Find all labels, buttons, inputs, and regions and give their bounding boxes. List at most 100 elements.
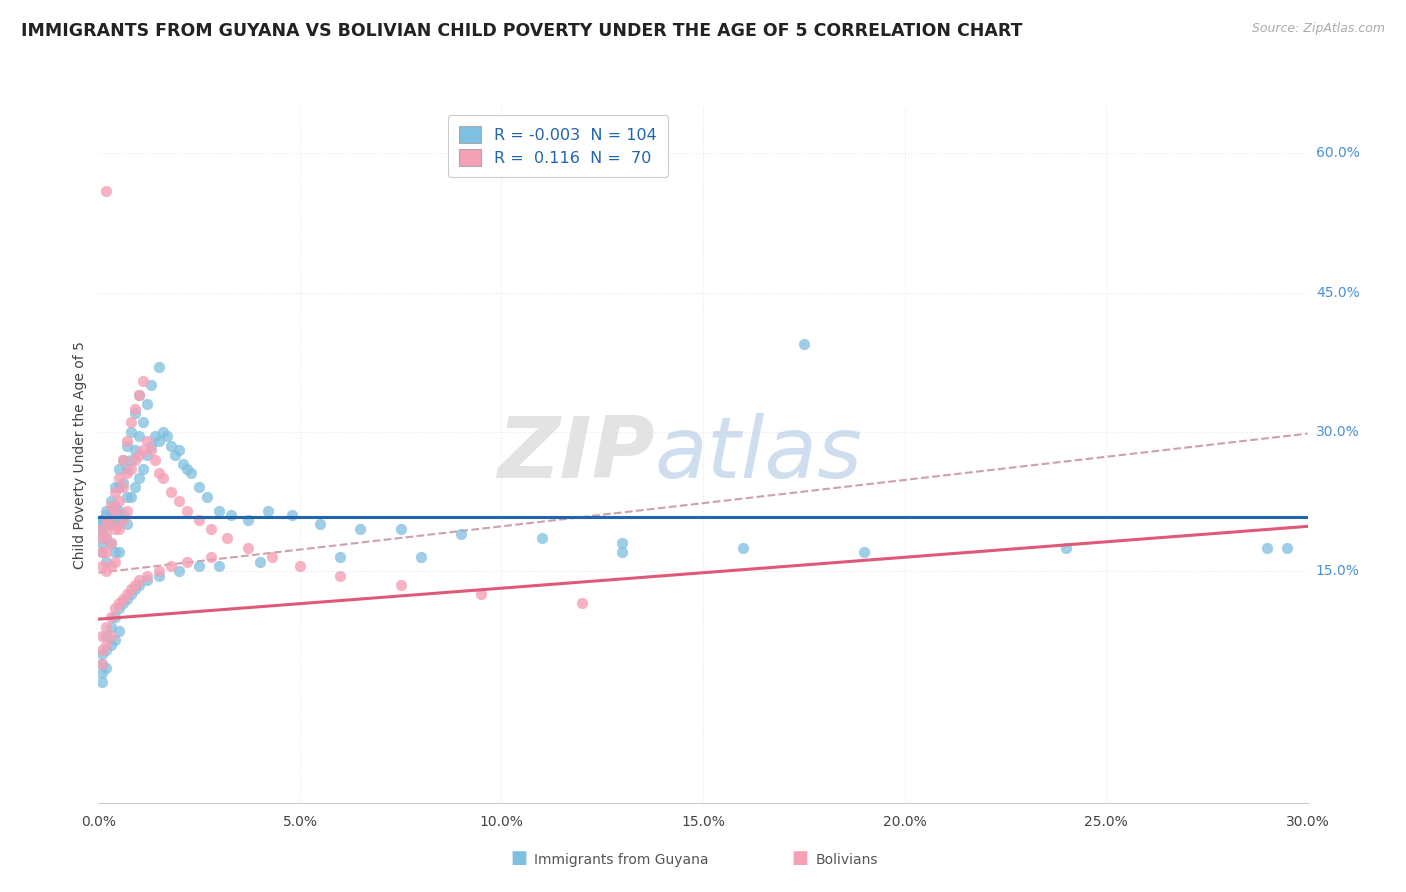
Point xyxy=(260,549,283,564)
Point xyxy=(115,587,138,601)
Y-axis label: Child Poverty Under the Age of 5: Child Poverty Under the Age of 5 xyxy=(73,341,87,569)
Point xyxy=(1054,541,1077,555)
Point xyxy=(128,387,150,401)
Point xyxy=(91,657,114,671)
Point xyxy=(111,508,134,523)
Point xyxy=(91,522,114,536)
Point xyxy=(152,425,174,439)
Point xyxy=(128,573,150,587)
Point xyxy=(176,503,198,517)
Point xyxy=(128,471,150,485)
Point xyxy=(612,536,634,550)
Point xyxy=(143,452,166,467)
Point xyxy=(91,517,114,532)
Point xyxy=(733,541,755,555)
Point xyxy=(236,541,259,555)
Point xyxy=(115,591,138,606)
Point xyxy=(107,462,129,476)
Point xyxy=(100,536,122,550)
Point xyxy=(139,378,162,392)
Point xyxy=(115,517,138,532)
Point xyxy=(793,336,815,351)
Point xyxy=(91,642,114,657)
Point xyxy=(107,601,129,615)
Point xyxy=(160,439,183,453)
Point xyxy=(96,619,118,633)
Point xyxy=(100,629,122,643)
Point xyxy=(148,568,170,582)
Point xyxy=(91,513,114,527)
Text: Bolivians: Bolivians xyxy=(815,853,877,867)
Point xyxy=(120,416,142,430)
Point xyxy=(160,485,183,500)
Point xyxy=(200,522,222,536)
Point xyxy=(103,499,125,513)
Point xyxy=(148,359,170,374)
Point xyxy=(111,480,134,494)
Point xyxy=(100,610,122,624)
Point xyxy=(96,513,118,527)
Point xyxy=(389,522,412,536)
Point xyxy=(329,549,352,564)
Point xyxy=(120,582,142,597)
Point xyxy=(96,629,118,643)
Point xyxy=(135,568,157,582)
Point xyxy=(100,517,122,532)
Point xyxy=(91,675,114,690)
Point xyxy=(115,462,138,476)
Point xyxy=(152,471,174,485)
Point xyxy=(139,443,162,458)
Point xyxy=(853,545,876,559)
Point xyxy=(115,503,138,517)
Point xyxy=(167,443,190,458)
Point xyxy=(91,513,114,527)
Point xyxy=(103,485,125,500)
Point xyxy=(208,503,231,517)
Point xyxy=(200,549,222,564)
Point xyxy=(111,475,134,490)
Point xyxy=(188,559,211,574)
Point xyxy=(103,545,125,559)
Point xyxy=(91,648,114,662)
Point xyxy=(167,494,190,508)
Point xyxy=(120,587,142,601)
Point xyxy=(450,526,472,541)
Point xyxy=(124,480,146,494)
Point xyxy=(128,429,150,443)
Point xyxy=(1277,541,1299,555)
Text: Immigrants from Guyana: Immigrants from Guyana xyxy=(534,853,709,867)
Point xyxy=(167,564,190,578)
Point xyxy=(107,624,129,639)
Point xyxy=(128,387,150,401)
Point xyxy=(176,555,198,569)
Point xyxy=(470,587,492,601)
Point xyxy=(107,503,129,517)
Point xyxy=(349,522,371,536)
Point xyxy=(571,596,593,610)
Point xyxy=(103,522,125,536)
Text: 15.0%: 15.0% xyxy=(1316,564,1360,578)
Point xyxy=(176,462,198,476)
Point xyxy=(103,610,125,624)
Point xyxy=(96,517,118,532)
Point xyxy=(409,549,432,564)
Point xyxy=(96,555,118,569)
Point xyxy=(91,536,114,550)
Point xyxy=(103,601,125,615)
Point xyxy=(100,638,122,652)
Point xyxy=(132,374,155,388)
Point xyxy=(107,480,129,494)
Point xyxy=(124,452,146,467)
Point xyxy=(115,434,138,448)
Point xyxy=(221,508,243,523)
Point xyxy=(148,467,170,481)
Point xyxy=(107,545,129,559)
Point xyxy=(91,526,114,541)
Point xyxy=(100,619,122,633)
Point xyxy=(107,522,129,536)
Point xyxy=(132,416,155,430)
Point xyxy=(195,490,218,504)
Point xyxy=(135,397,157,411)
Point xyxy=(96,503,118,517)
Point xyxy=(103,555,125,569)
